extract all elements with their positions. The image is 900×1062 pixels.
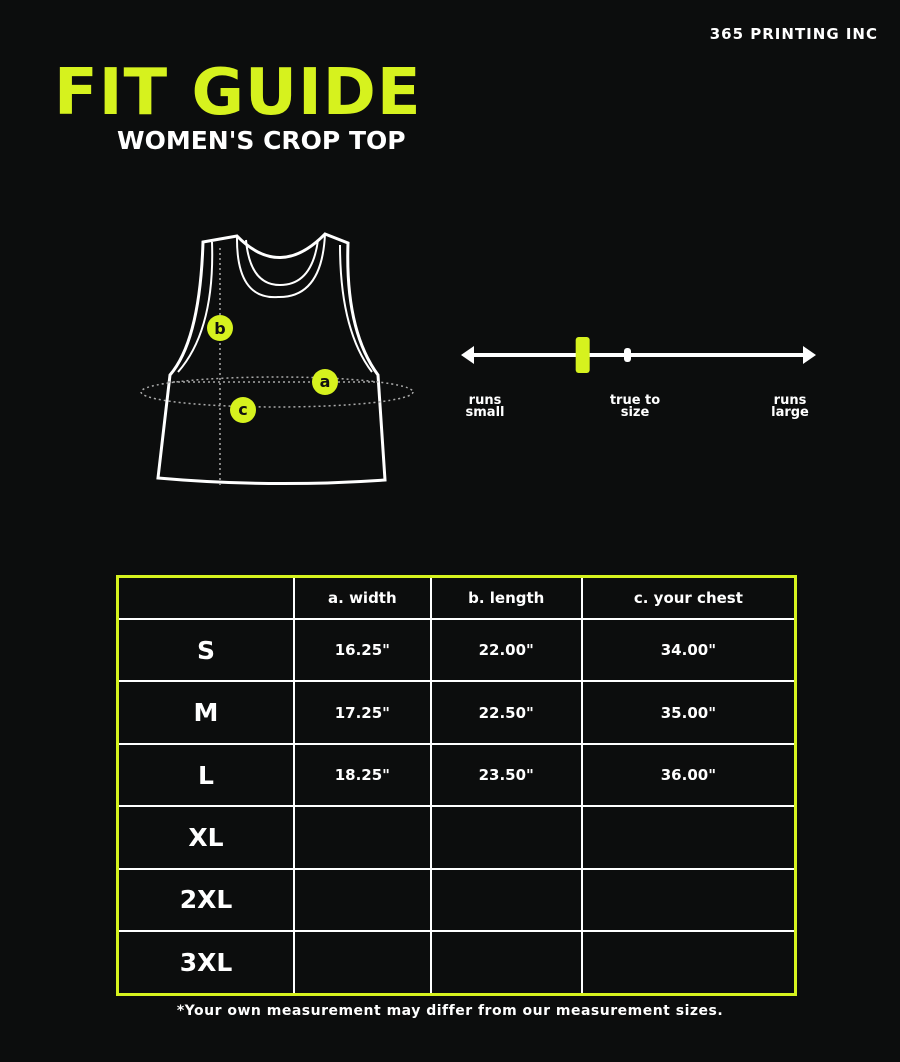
size-cell: L	[116, 742, 295, 808]
width-cell: 17.25"	[293, 680, 432, 745]
table-row: 3XL	[116, 930, 797, 996]
length-cell	[429, 930, 583, 996]
footnote: *Your own measurement may differ from ou…	[176, 1003, 724, 1019]
chest-cell	[580, 805, 797, 870]
true-to-size-label: true to size	[609, 393, 661, 420]
chest-cell: 35.00"	[580, 680, 797, 745]
table-row: L 18.25" 23.50" 36.00"	[116, 742, 797, 808]
illustration: b a c	[140, 232, 816, 488]
width-cell	[293, 805, 432, 870]
page-title: FIT GUIDE	[54, 56, 422, 130]
length-cell: 23.50"	[429, 742, 583, 808]
header-chest: c. your chest	[580, 575, 797, 621]
arrow-right-icon	[803, 346, 816, 364]
measurement-guides	[140, 248, 414, 488]
table-row: 2XL	[116, 867, 797, 933]
chest-cell	[580, 867, 797, 933]
fit-indicator	[575, 337, 590, 373]
header-size	[116, 575, 295, 621]
crop-top-diagram	[156, 232, 387, 486]
table-row: S 16.25" 22.00" 34.00"	[116, 618, 797, 683]
length-cell	[429, 867, 583, 933]
size-cell: S	[116, 618, 295, 683]
size-cell: 3XL	[116, 930, 295, 996]
fit-scale	[461, 337, 816, 373]
width-cell	[293, 867, 432, 933]
size-cell: XL	[116, 805, 295, 870]
size-cell: M	[116, 680, 295, 745]
chest-cell: 36.00"	[580, 742, 797, 808]
svg-text:b: b	[214, 319, 225, 338]
table-row: M 17.25" 22.50" 35.00"	[116, 680, 797, 745]
table-header-row: a. width b. length c. your chest	[116, 575, 797, 621]
marker-b: b	[207, 315, 233, 341]
brand-name: 365 PRINTING INC	[709, 25, 878, 43]
length-cell: 22.00"	[429, 618, 583, 683]
true-to-size-tick	[624, 348, 631, 362]
svg-text:c: c	[238, 400, 247, 419]
size-cell: 2XL	[116, 867, 295, 933]
marker-a: a	[312, 369, 338, 395]
width-cell	[293, 930, 432, 996]
length-cell: 22.50"	[429, 680, 583, 745]
chest-cell: 34.00"	[580, 618, 797, 683]
width-cell: 18.25"	[293, 742, 432, 808]
header-length: b. length	[429, 575, 583, 621]
runs-small-label: runs small	[465, 393, 505, 420]
runs-large-label: runs large	[771, 393, 809, 420]
marker-c: c	[230, 397, 256, 423]
width-cell: 16.25"	[293, 618, 432, 683]
svg-text:a: a	[320, 372, 331, 391]
arrow-left-icon	[461, 346, 474, 364]
header-width: a. width	[293, 575, 432, 621]
length-cell	[429, 805, 583, 870]
table-row: XL	[116, 805, 797, 870]
page-subtitle: WOMEN'S CROP TOP	[117, 126, 406, 155]
chest-cell	[580, 930, 797, 996]
size-table: a. width b. length c. your chest S 16.25"…	[116, 575, 797, 996]
